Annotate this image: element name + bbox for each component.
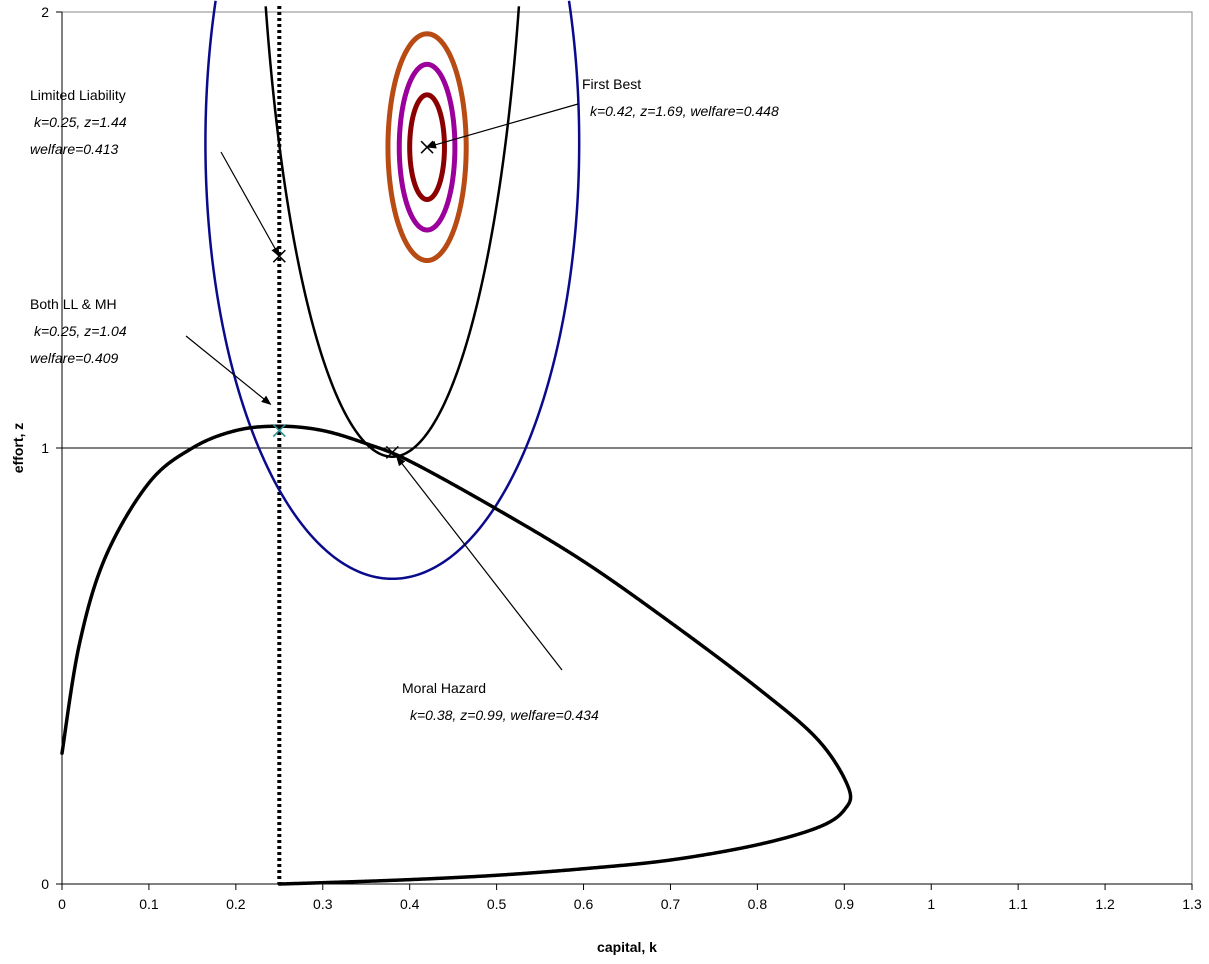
x-tick-label: 0.4 bbox=[400, 896, 420, 912]
first-best-middle-contour bbox=[396, 61, 458, 233]
x-axis-title: capital, k bbox=[597, 939, 657, 955]
x-tick-label: 1.1 bbox=[1008, 896, 1028, 912]
limited-liability-label: Limited Liability bbox=[30, 87, 126, 103]
x-tick-label: 0 bbox=[58, 896, 66, 912]
moral-hazard-point-stroke-b bbox=[385, 445, 399, 459]
both-detail: k=0.25, z=1.04 bbox=[34, 323, 127, 339]
x-tick-label: 0.9 bbox=[835, 896, 855, 912]
both-arrow bbox=[185, 335, 272, 406]
both-point bbox=[272, 424, 286, 438]
moral-hazard-isowelfare-contour bbox=[264, 6, 521, 458]
x-tick-label: 0.7 bbox=[661, 896, 681, 912]
first-best-arrow bbox=[426, 103, 579, 149]
limited-liability-detail: k=0.25, z=1.44 bbox=[34, 114, 127, 130]
tick-labels: 0 0.1 0.2 0.3 0.4 0.5 0.6 0.7 0.8 0.9 1 1.1 1.2 1.3 0 1… bbox=[41, 4, 1202, 912]
annotations: First Best k=0.42, z=1.69, welfare=0.448 L… bbox=[30, 76, 779, 723]
axes bbox=[56, 11, 1193, 890]
y-tick-label: 2 bbox=[41, 4, 49, 20]
limited-liability-welfare: welfare=0.413 bbox=[30, 141, 119, 157]
limited-liability-isowelfare-contour bbox=[204, 0, 581, 581]
moral-hazard-detail: k=0.38, z=0.99, welfare=0.434 bbox=[410, 707, 599, 723]
x-tick-label: 0.1 bbox=[139, 896, 159, 912]
first-best-outer-contour bbox=[385, 31, 469, 264]
x-tick-label: 1.2 bbox=[1095, 896, 1115, 912]
both-welfare: welfare=0.409 bbox=[30, 350, 119, 366]
x-tick-label: 0.5 bbox=[487, 896, 507, 912]
x-tick-label: 0.8 bbox=[748, 896, 768, 912]
y-tick-label: 1 bbox=[41, 440, 49, 456]
moral-hazard-arrow bbox=[396, 455, 563, 671]
first-best-detail: k=0.42, z=1.69, welfare=0.448 bbox=[590, 103, 779, 119]
contours bbox=[204, 0, 581, 581]
first-best-label: First Best bbox=[582, 76, 641, 92]
x-tick-label: 0.3 bbox=[313, 896, 333, 912]
first-best-inner-contour bbox=[407, 92, 447, 202]
x-tick-label: 0.6 bbox=[574, 896, 594, 912]
moral-hazard-label: Moral Hazard bbox=[402, 680, 486, 696]
points bbox=[272, 140, 434, 459]
both-label: Both LL & MH bbox=[30, 296, 117, 312]
x-tick-label: 0.2 bbox=[226, 896, 246, 912]
both-point-stroke-b bbox=[272, 424, 286, 438]
series bbox=[60, 424, 853, 886]
gridlines bbox=[61, 11, 1193, 885]
limited-liability-arrow bbox=[220, 151, 280, 258]
y-axis-title: effort, z bbox=[10, 423, 26, 474]
x-tick-label: 1 bbox=[927, 896, 935, 912]
moral-hazard-constraint-curve bbox=[60, 424, 853, 886]
y-tick-label: 0 bbox=[41, 876, 49, 892]
x-tick-label: 1.3 bbox=[1182, 896, 1202, 912]
